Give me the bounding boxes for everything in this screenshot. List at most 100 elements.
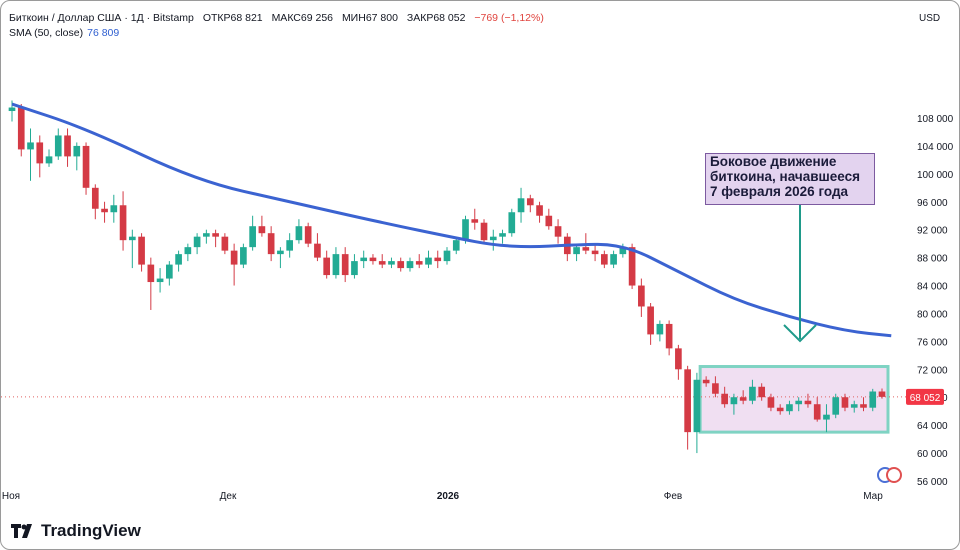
candle-body <box>295 226 303 241</box>
candle-body <box>82 145 90 188</box>
candle-body <box>323 257 331 276</box>
candle <box>480 219 488 244</box>
y-tick-label: 100 000 <box>917 170 954 181</box>
candle-body <box>443 250 451 262</box>
candle-body <box>499 233 506 237</box>
candle <box>175 250 182 272</box>
candle <box>17 104 25 157</box>
candle-body <box>813 404 821 420</box>
candle-body <box>156 278 164 283</box>
candle-body <box>869 391 877 408</box>
y-tick-label: 88 000 <box>917 254 948 265</box>
symbol-label[interactable]: Биткоин / Доллар США · 1Д · Bitstamp <box>9 12 194 24</box>
candle-body <box>332 254 340 276</box>
candle <box>388 257 395 269</box>
candle <box>721 386 728 408</box>
candle <box>249 215 256 251</box>
candle <box>545 208 553 230</box>
candle-body <box>675 348 682 370</box>
candle <box>508 208 516 237</box>
candle <box>267 226 275 262</box>
brand-name: TradingView <box>41 521 141 540</box>
candle <box>415 254 423 269</box>
candle-body <box>8 107 16 112</box>
candle <box>693 372 701 454</box>
candle-body <box>591 250 599 255</box>
candle-body <box>554 226 562 237</box>
candle <box>64 128 71 167</box>
candle <box>119 191 127 251</box>
candle <box>434 250 442 269</box>
currency-label[interactable]: USD <box>919 13 941 24</box>
y-tick-label: 80 000 <box>917 309 948 320</box>
candle <box>369 254 377 265</box>
candle <box>841 393 849 412</box>
candle-body <box>286 240 293 251</box>
indicator-legend[interactable]: SMA (50, close) 76 809 <box>9 27 119 39</box>
y-tick-label: 76 000 <box>917 337 948 348</box>
tradingview-logo-icon <box>11 524 32 538</box>
candle <box>286 233 293 258</box>
candle <box>776 404 784 415</box>
candle-body <box>841 397 849 408</box>
candle <box>489 229 497 251</box>
candle-body <box>110 205 118 213</box>
candle-body <box>378 261 386 265</box>
candle <box>739 390 747 405</box>
candle <box>610 250 617 269</box>
candle-body <box>388 261 395 265</box>
x-tick-label: Дек <box>220 491 237 502</box>
candle-body <box>647 306 654 335</box>
high-value: МАКС69 256 <box>271 12 334 24</box>
candle <box>378 254 386 269</box>
candle-body <box>526 198 534 206</box>
candle <box>304 222 312 248</box>
candle-body <box>767 397 775 408</box>
candle <box>323 250 331 279</box>
candle-body <box>730 397 738 405</box>
candle-body <box>610 254 617 265</box>
candle <box>36 135 44 178</box>
x-tick-label: 2026 <box>437 491 460 502</box>
candle-body <box>91 187 99 209</box>
candle-body <box>665 323 673 349</box>
candle-body <box>341 254 349 276</box>
candle-body <box>175 254 182 265</box>
candle-body <box>369 257 377 262</box>
candle <box>684 365 691 450</box>
candle <box>573 243 580 262</box>
candle <box>767 393 775 412</box>
candle-body <box>823 414 830 420</box>
candle-body <box>684 369 691 433</box>
candle <box>332 247 340 279</box>
candle <box>277 247 284 269</box>
candle <box>601 250 608 269</box>
candle-body <box>27 142 34 150</box>
candle-body <box>619 247 627 255</box>
candle-body <box>693 379 701 433</box>
event-marker-icon <box>886 467 902 483</box>
sma-line <box>11 102 892 338</box>
y-tick-label: 108 000 <box>917 114 954 125</box>
candle-body <box>314 243 321 258</box>
candle <box>499 229 506 244</box>
candle <box>786 400 793 415</box>
candle-body <box>230 250 238 265</box>
candle-body <box>360 257 368 262</box>
candle <box>730 393 738 415</box>
candle-body <box>545 215 553 227</box>
candle-body <box>656 323 664 335</box>
tradingview-logo[interactable]: TradingView <box>11 521 141 541</box>
y-tick-label: 92 000 <box>917 226 948 237</box>
candle-body <box>638 285 645 307</box>
price-tag-label: 68 052 <box>910 393 941 404</box>
candle <box>536 201 543 223</box>
candle <box>471 208 479 230</box>
y-tick-label: 64 000 <box>917 421 948 432</box>
candle-body <box>434 257 442 262</box>
y-tick-label: 96 000 <box>917 198 948 209</box>
candle-body <box>119 205 127 241</box>
candle-body <box>101 208 108 213</box>
